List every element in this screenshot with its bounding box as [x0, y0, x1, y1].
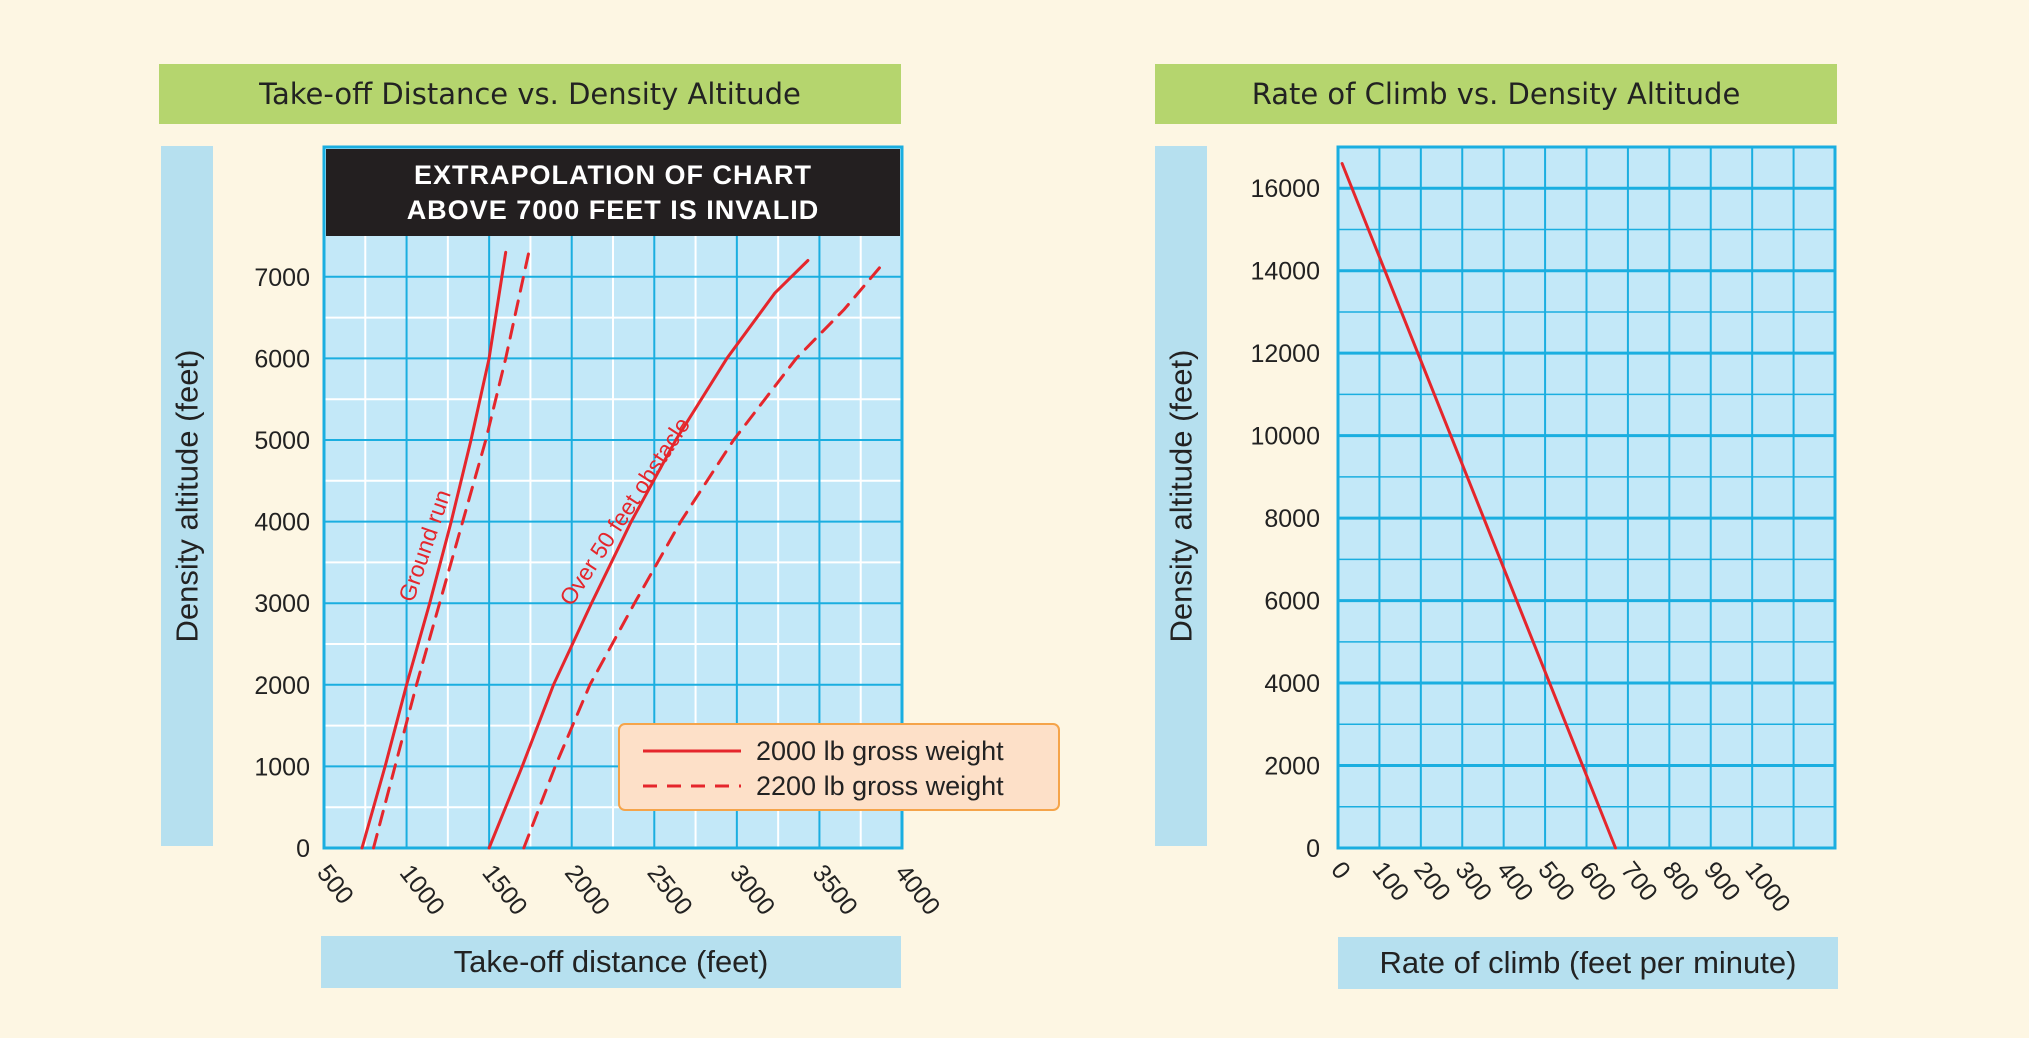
takeoff-curve-2200lb — [372, 250, 531, 850]
legend-label-2000lb: 2000 lb gross weight — [756, 736, 1004, 766]
takeoff-y-tick-label: 0 — [296, 835, 310, 863]
takeoff-x-tick-label: 2500 — [642, 859, 698, 920]
climb-y-tick-label: 8000 — [1264, 505, 1320, 533]
takeoff-chart: EXTRAPOLATION OF CHART ABOVE 7000 FEET IS… — [254, 145, 1060, 921]
takeoff-curve-2000lb — [487, 259, 810, 850]
climb-x-tick-label: 100 — [1367, 856, 1415, 906]
takeoff-xlabel-band: Take-off distance (feet) — [321, 936, 901, 988]
climb-y-tick-label: 6000 — [1264, 588, 1320, 616]
takeoff-x-tick-label: 3500 — [807, 859, 863, 920]
takeoff-chart-title: Take-off Distance vs. Density Altitude — [159, 64, 901, 124]
climb-x-tick-label: 400 — [1491, 856, 1539, 906]
takeoff-warning-text: EXTRAPOLATION OF CHART — [414, 160, 812, 190]
climb-ylabel-band: Density altitude (feet) — [1155, 146, 1207, 846]
takeoff-ylabel-band: Density altitude (feet) — [161, 146, 213, 846]
takeoff-y-tick-label: 7000 — [254, 264, 310, 292]
climb-x-tick-label: 500 — [1532, 856, 1580, 906]
takeoff-y-tick-label: 1000 — [254, 753, 310, 781]
climb-x-tick-label: 0 — [1325, 856, 1356, 884]
takeoff-y-tick-label: 5000 — [254, 427, 310, 455]
takeoff-x-tick-label: 2000 — [559, 859, 615, 920]
takeoff-y-tick-label: 3000 — [254, 590, 310, 618]
climb-x-tick-label: 300 — [1450, 856, 1498, 906]
climb-x-tick-label: 900 — [1698, 856, 1746, 906]
takeoff-x-tick-label: 500 — [311, 859, 359, 909]
legend-label-2200lb: 2200 lb gross weight — [756, 771, 1004, 801]
takeoff-plot-frame — [322, 145, 904, 850]
climb-x-tick-label: 1000 — [1739, 856, 1795, 917]
climb-y-tick-label: 12000 — [1250, 340, 1320, 368]
climb-chart-title: Rate of Climb vs. Density Altitude — [1155, 64, 1837, 124]
climb-x-tick-label: 800 — [1657, 856, 1705, 906]
climb-y-tick-label: 0 — [1306, 835, 1320, 863]
takeoff-xlabel: Take-off distance (feet) — [453, 944, 769, 979]
takeoff-y-tick-label: 6000 — [254, 345, 310, 373]
climb-xlabel-band: Rate of climb (feet per minute) — [1338, 937, 1838, 989]
climb-y-tick-label: 14000 — [1250, 258, 1320, 286]
climb-x-tick-label: 600 — [1574, 856, 1622, 906]
takeoff-y-tick-label: 2000 — [254, 672, 310, 700]
climb-y-tick-label: 2000 — [1264, 753, 1320, 781]
takeoff-x-tick-label: 1500 — [476, 859, 532, 920]
takeoff-x-tick-label: 3000 — [724, 859, 780, 920]
climb-y-tick-label: 16000 — [1250, 175, 1320, 203]
climb-rate-line — [1340, 162, 1617, 850]
takeoff-x-tick-label: 1000 — [394, 859, 450, 920]
takeoff-y-tick-label: 4000 — [254, 509, 310, 537]
climb-y-tick-label: 4000 — [1264, 670, 1320, 698]
climb-chart: 0 2000 4000 6000 8000 10000 12000 14000 16000 0 10… — [1250, 145, 1837, 918]
climb-xlabel: Rate of climb (feet per minute) — [1379, 945, 1797, 980]
takeoff-warning-text: ABOVE 7000 FEET IS INVALID — [407, 195, 820, 225]
takeoff-x-tick-label: 4000 — [889, 859, 945, 920]
climb-x-tick-label: 200 — [1408, 856, 1456, 906]
climb-plot-frame — [1336, 145, 1837, 850]
takeoff-warning-box — [326, 149, 900, 236]
takeoff-curve-2000lb — [360, 250, 508, 850]
takeoff-curve-2200lb — [522, 263, 884, 850]
climb-x-tick-label: 700 — [1615, 856, 1663, 906]
climb-y-tick-label: 10000 — [1250, 423, 1320, 451]
legend-box — [618, 723, 1060, 811]
